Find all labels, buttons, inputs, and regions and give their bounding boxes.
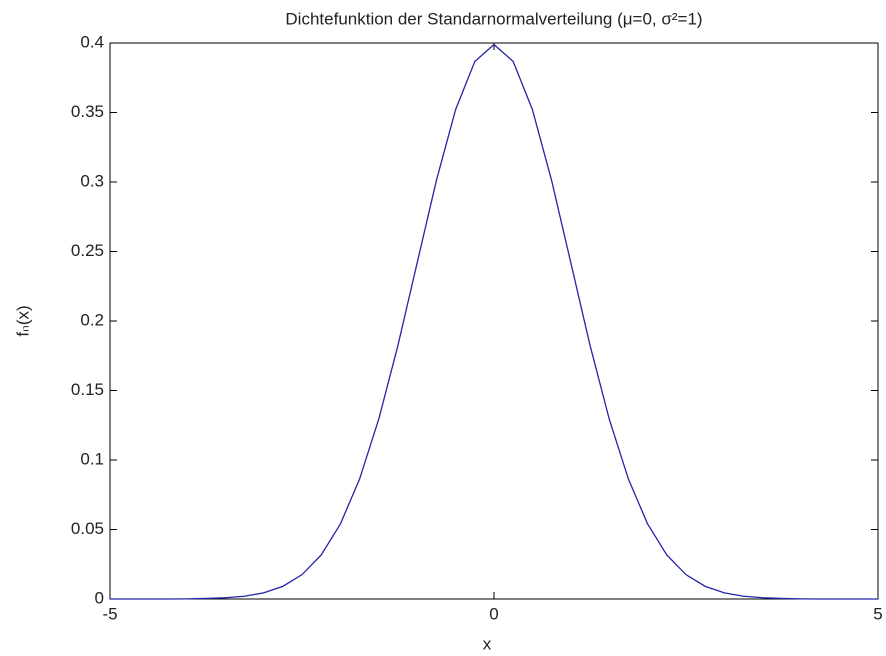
data-line	[110, 43, 878, 600]
x-axis-label: x	[483, 634, 492, 653]
y-tick-label: 0.2	[80, 310, 104, 329]
x-tick-label: 5	[873, 604, 882, 623]
y-tick-label: 0.35	[71, 102, 104, 121]
y-tick-label: 0	[95, 588, 104, 607]
y-tick-label: 0.3	[80, 171, 104, 190]
y-tick-label: 0.05	[71, 519, 104, 538]
y-tick-label: 0.25	[71, 241, 104, 260]
y-tick-label: 0.15	[71, 380, 104, 399]
x-tick-label: 0	[489, 604, 498, 623]
plot-frame	[109, 42, 879, 600]
x-tick-label: -5	[102, 604, 117, 623]
y-tick-label: 0.4	[80, 32, 104, 51]
chart-title: Dichtefunktion der Standarnormalverteilu…	[285, 9, 702, 28]
y-tick-label: 0.1	[80, 449, 104, 468]
y-axis-label: fₙ(x)	[13, 305, 32, 336]
